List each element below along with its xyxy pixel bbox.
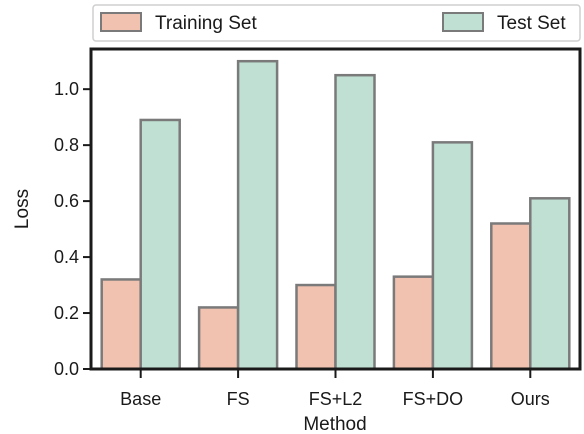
legend-swatch-test-set: [443, 13, 483, 31]
x-axis-label: Method: [303, 414, 366, 434]
bar-training-set-fs-plus-do: [394, 277, 433, 369]
legend-swatch-training-set: [101, 13, 141, 31]
bar-test-set-ours: [530, 198, 569, 369]
legend: Training Set Test Set: [93, 5, 580, 41]
bar-test-set-base: [141, 120, 180, 369]
y-tick-label: 0.2: [54, 303, 79, 323]
bar-training-set-ours: [491, 223, 530, 369]
bar-test-set-fs: [238, 61, 277, 369]
bar-test-set-fs-plus-do: [433, 142, 472, 369]
x-tick-label: FS: [227, 389, 250, 409]
y-tick-label: 1.0: [54, 79, 79, 99]
legend-label-training-set: Training Set: [155, 13, 257, 34]
y-tick-label: 0.4: [54, 247, 79, 267]
legend-label-test-set: Test Set: [497, 13, 566, 34]
bars-group: [102, 61, 570, 369]
bar-training-set-fs-plus-l2: [297, 285, 336, 369]
x-tick-label: FS+DO: [403, 389, 464, 409]
y-axis-ticks: 0.0 0.2 0.4 0.6 0.8 1.0: [54, 79, 92, 379]
x-tick-label: Base: [120, 389, 161, 409]
bar-training-set-fs: [199, 307, 238, 369]
x-tick-label: Ours: [511, 389, 550, 409]
y-tick-label: 0.0: [54, 359, 79, 379]
bar-test-set-fs-plus-l2: [336, 75, 375, 369]
bar-training-set-base: [102, 279, 141, 369]
x-tick-label: FS+L2: [309, 389, 363, 409]
y-tick-label: 0.6: [54, 191, 79, 211]
y-tick-label: 0.8: [54, 135, 79, 155]
x-axis-ticks: Base FS FS+L2 FS+DO Ours: [120, 369, 550, 409]
y-axis-label: Loss: [12, 189, 33, 229]
